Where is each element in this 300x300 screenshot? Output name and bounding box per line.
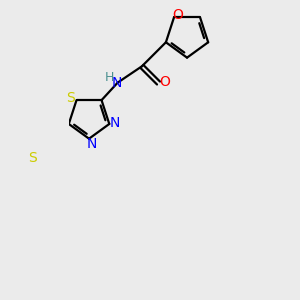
Text: O: O: [159, 75, 170, 89]
Text: N: N: [112, 76, 122, 90]
Text: N: N: [86, 137, 97, 151]
Text: S: S: [67, 91, 75, 105]
Text: O: O: [173, 8, 184, 22]
Text: H: H: [105, 70, 114, 83]
Text: N: N: [110, 116, 121, 130]
Text: S: S: [28, 151, 37, 165]
